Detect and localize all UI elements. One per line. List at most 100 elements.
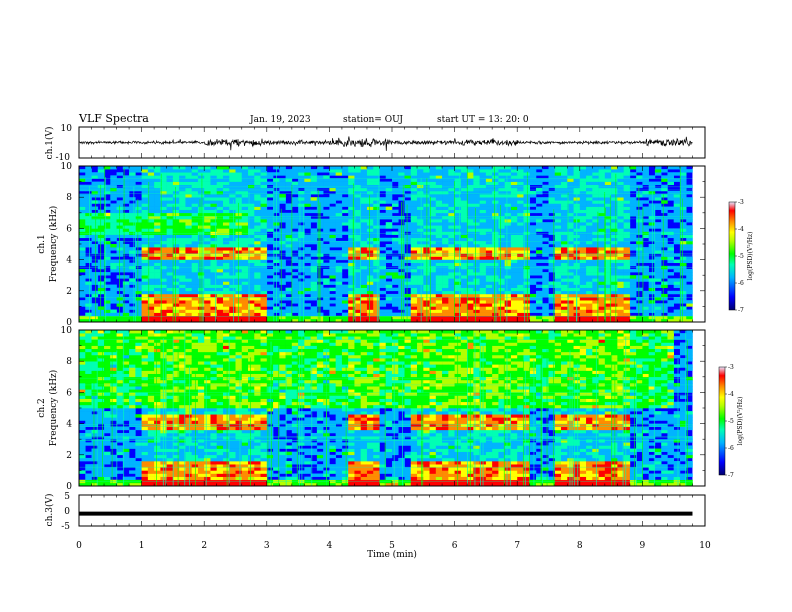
spectrogram-cell xyxy=(229,169,236,173)
spectrogram-cell xyxy=(567,281,574,285)
spectrogram-cell xyxy=(492,309,499,313)
spectrogram-cell xyxy=(329,259,336,264)
spectrogram-cell xyxy=(279,166,286,170)
spectrogram-cell xyxy=(172,215,180,220)
spectrogram-cell xyxy=(135,300,142,304)
spectrogram-cell xyxy=(204,197,211,201)
spectrogram-cell xyxy=(392,203,399,207)
spectrogram-cell xyxy=(85,281,92,285)
spectrogram-cell xyxy=(554,209,562,214)
spectrogram-cell xyxy=(435,259,443,264)
spectrogram-cell xyxy=(91,467,99,471)
spectrogram-cell xyxy=(298,275,305,279)
spectrogram-cell xyxy=(185,178,192,182)
spectrogram-cell xyxy=(460,318,468,323)
spectrogram-cell xyxy=(454,312,462,317)
spectrogram-cell xyxy=(147,178,155,182)
spectrogram-cell xyxy=(573,178,581,182)
spectrogram-cell xyxy=(222,247,230,251)
spectrogram-cell xyxy=(517,240,524,245)
spectrogram-cell xyxy=(654,309,662,313)
spectrogram-cell xyxy=(492,247,499,251)
ch1-spectrogram-ylabel-channel: ch.1 xyxy=(37,234,47,253)
spectrogram-cell xyxy=(235,312,243,317)
spectrogram-cell xyxy=(561,203,568,207)
spectrogram-cell xyxy=(104,184,111,189)
spectrogram-cell xyxy=(97,411,105,415)
spectrogram-cell xyxy=(304,209,311,214)
spectrogram-cell xyxy=(241,250,249,254)
spectrogram-cell xyxy=(479,240,487,245)
spectrogram-cell xyxy=(329,231,336,235)
spectrogram-cell xyxy=(598,187,606,192)
spectrogram-cell xyxy=(110,373,117,378)
spectrogram-cell xyxy=(435,272,443,276)
spectrogram-cell xyxy=(667,194,674,198)
spectrogram-cell xyxy=(454,297,462,301)
spectrogram-cell xyxy=(197,275,205,279)
spectrogram-cell xyxy=(586,203,593,207)
spectrogram-cell xyxy=(561,184,568,189)
spectrogram-cell xyxy=(279,184,286,189)
spectrogram-cell xyxy=(241,181,249,186)
spectrogram-cell xyxy=(129,268,136,273)
spectrogram-cell xyxy=(235,240,243,245)
spectrogram-cell xyxy=(604,178,612,182)
spectrogram-cell xyxy=(172,222,180,226)
spectrogram-cell xyxy=(623,194,631,198)
spectrogram-cell xyxy=(542,203,549,207)
spectrogram-cell xyxy=(235,315,243,320)
spectrogram-cell xyxy=(510,225,518,229)
spectrogram-cell xyxy=(97,330,105,334)
spectrogram-cell xyxy=(204,284,211,288)
spectrogram-cell xyxy=(623,234,631,239)
spectrogram-cell xyxy=(348,237,355,242)
spectrogram-cell xyxy=(116,222,124,226)
spectrogram-cell xyxy=(104,187,111,192)
spectrogram-cell xyxy=(185,240,192,245)
spectrogram-cell xyxy=(85,297,92,301)
spectrogram-cell xyxy=(110,175,117,179)
spectrogram-cell xyxy=(404,284,412,288)
spectrogram-cell xyxy=(279,262,286,267)
spectrogram-cell xyxy=(147,297,155,301)
spectrogram-cell xyxy=(429,203,437,207)
spectrogram-cell xyxy=(285,309,293,313)
spectrogram-cell xyxy=(429,225,437,229)
spectrogram-cell xyxy=(260,209,268,214)
spectrogram-cell xyxy=(166,247,174,251)
spectrogram-cell xyxy=(241,197,249,201)
spectrogram-cell xyxy=(686,212,693,217)
spectrogram-cell xyxy=(504,293,512,298)
spectrogram-cell xyxy=(535,215,543,220)
spectrogram-cell xyxy=(385,318,393,323)
spectrogram-cell xyxy=(222,244,230,248)
spectrogram-cell xyxy=(160,303,167,307)
spectrogram-cell xyxy=(379,200,387,204)
spectrogram-cell xyxy=(404,281,412,285)
spectrogram-cell xyxy=(348,244,355,248)
spectrogram-cell xyxy=(235,297,243,301)
spectrogram-cell xyxy=(442,234,449,239)
spectrogram-cell xyxy=(135,222,142,226)
spectrogram-cell xyxy=(91,228,99,232)
spectrogram-cell xyxy=(673,206,681,210)
spectrogram-cell xyxy=(235,309,243,313)
spectrogram-cell xyxy=(210,169,218,173)
spectrogram-cell xyxy=(679,247,687,251)
spectrogram-cell xyxy=(197,290,205,295)
spectrogram-cell xyxy=(179,272,186,276)
spectrogram-cell xyxy=(498,194,505,198)
spectrogram-cell xyxy=(122,200,130,204)
spectrogram-cell xyxy=(454,222,462,226)
spectrogram-cell xyxy=(510,268,518,273)
spectrogram-cell xyxy=(348,190,355,195)
spectrogram-cell xyxy=(654,215,662,220)
spectrogram-cell xyxy=(679,215,687,220)
spectrogram-cell xyxy=(141,259,149,264)
spectrogram-cell xyxy=(604,206,612,210)
spectrogram-cell xyxy=(135,306,142,310)
spectrogram-cell xyxy=(567,250,574,254)
spectrogram-cell xyxy=(542,284,549,288)
spectrogram-cell xyxy=(479,278,487,282)
